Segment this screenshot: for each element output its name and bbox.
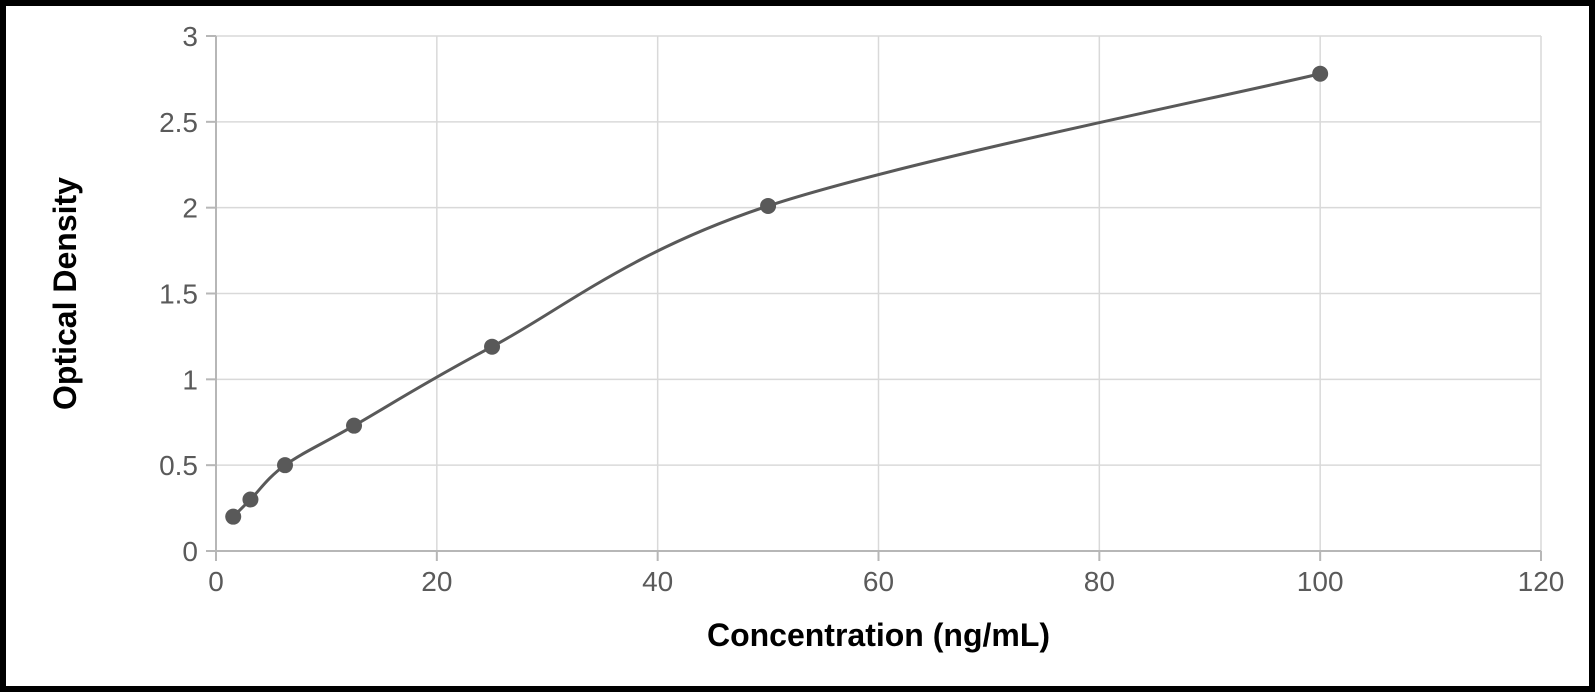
x-axis-label: Concentration (ng/mL) <box>707 617 1050 653</box>
x-tick-label: 120 <box>1518 566 1565 597</box>
x-tick-label: 0 <box>208 566 224 597</box>
data-point <box>760 198 776 214</box>
y-tick-label: 0.5 <box>159 450 198 481</box>
data-point <box>225 509 241 525</box>
y-tick-label: 2.5 <box>159 107 198 138</box>
chart-container: 0 20 40 60 80 100 120 0 0.5 1 1.5 2 2.5 3 Concentratio… <box>6 6 1589 686</box>
y-tick-label: 3 <box>182 21 198 52</box>
y-tick-label: 0 <box>182 536 198 567</box>
x-tick-label: 80 <box>1084 566 1115 597</box>
chart-svg: 0 20 40 60 80 100 120 0 0.5 1 1.5 2 2.5 3 Concentratio… <box>6 6 1589 686</box>
data-point <box>277 457 293 473</box>
data-point <box>484 339 500 355</box>
chart-frame: 0 20 40 60 80 100 120 0 0.5 1 1.5 2 2.5 3 Concentratio… <box>0 0 1595 692</box>
y-tick-label: 2 <box>182 193 198 224</box>
data-point <box>1312 66 1328 82</box>
x-tick-label: 60 <box>863 566 894 597</box>
x-tick-label: 20 <box>421 566 452 597</box>
y-axis-label: Optical Density <box>47 177 83 410</box>
data-point <box>242 492 258 508</box>
x-tick-label: 100 <box>1297 566 1344 597</box>
y-tick-label: 1.5 <box>159 279 198 310</box>
y-tick-label: 1 <box>182 364 198 395</box>
data-curve <box>233 74 1320 517</box>
data-point <box>346 418 362 434</box>
x-tick-label: 40 <box>642 566 673 597</box>
